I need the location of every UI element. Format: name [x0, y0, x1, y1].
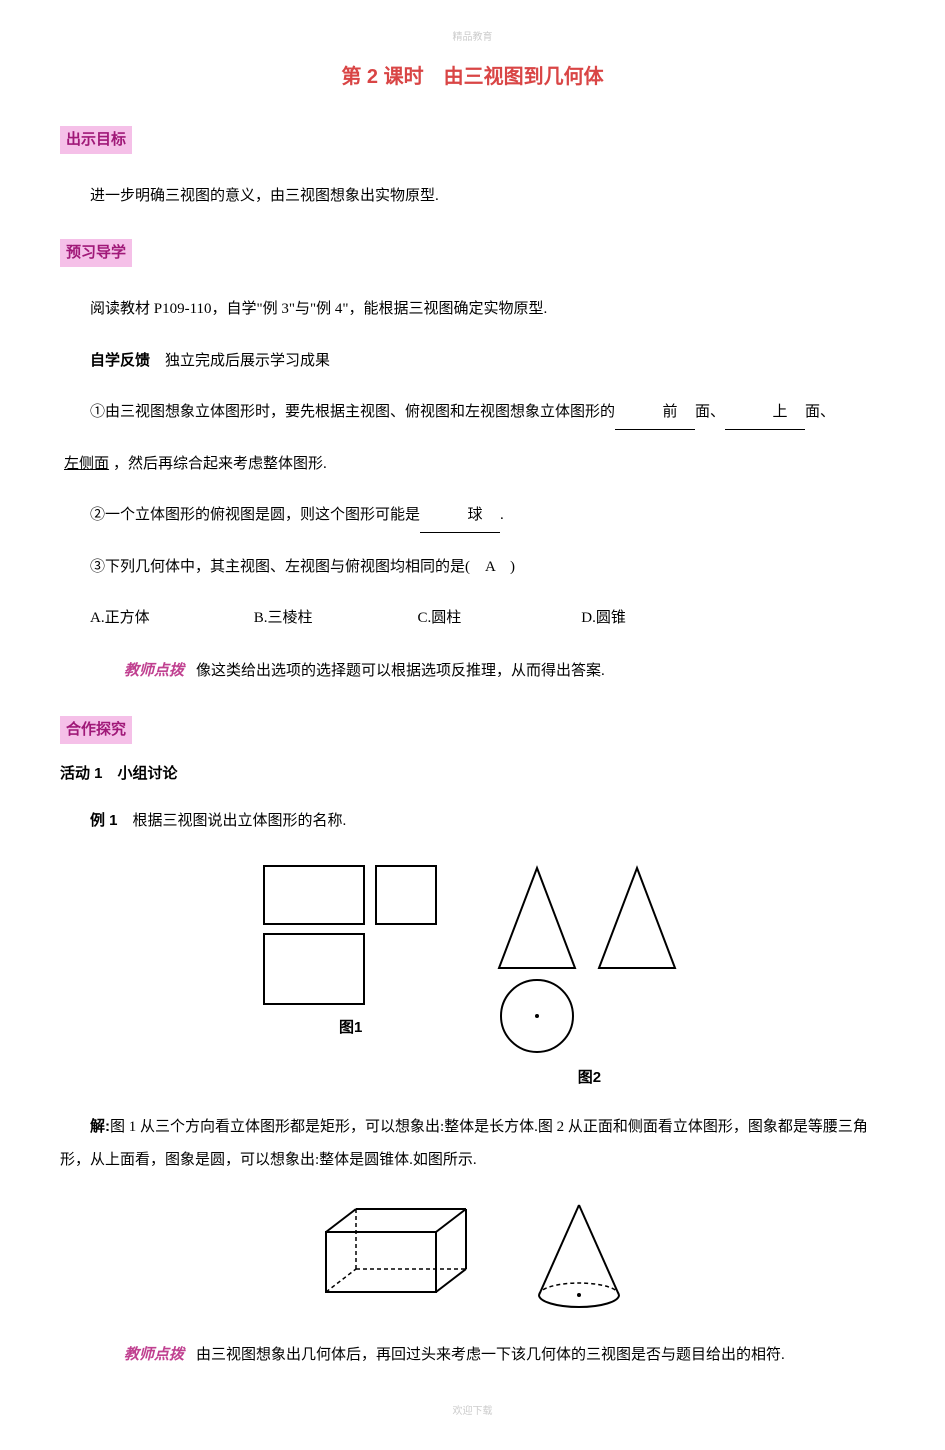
- tip-tag-1: 教师点拨: [90, 653, 188, 690]
- question-1: ①由三视图想象立体图形时，要先根据主视图、俯视图和左视图想象立体图形的前面、上面…: [60, 396, 885, 430]
- section-preview-tag: 预习导学: [60, 231, 885, 275]
- option-c: C.圆柱: [418, 602, 578, 635]
- fig2-svg: [489, 858, 689, 1058]
- fig2-caption: 图2: [489, 1066, 689, 1090]
- figure-row-1: 图1 图2: [60, 858, 885, 1090]
- fig1-svg: [256, 858, 446, 1008]
- option-b: B.三棱柱: [254, 602, 414, 635]
- page-title: 第 2 课时 由三视图到几何体: [60, 61, 885, 93]
- fig1-caption: 图1: [256, 1016, 446, 1040]
- figure-row-2: [60, 1197, 885, 1317]
- option-d: D.圆锥: [581, 602, 741, 635]
- solid-cuboid: [311, 1197, 481, 1307]
- tip-tag-2: 教师点拨: [90, 1337, 188, 1374]
- teacher-tip-1: 教师点拨像这类给出选项的选择题可以根据选项反推理，从而得出答案.: [60, 653, 885, 690]
- preview-text: 阅读教材 P109-110，自学"例 3"与"例 4"，能根据三视图确定实物原型…: [60, 293, 885, 326]
- option-a: A.正方体: [90, 602, 250, 635]
- q1-blank-3: 左侧面: [60, 456, 113, 472]
- cone-svg: [524, 1197, 634, 1317]
- q2-blank: 球: [420, 499, 500, 533]
- solution-label: 解:: [90, 1118, 110, 1135]
- feedback-text: 独立完成后展示学习成果: [150, 353, 330, 369]
- cuboid-svg: [311, 1197, 481, 1307]
- feedback-line: 自学反馈 独立完成后展示学习成果: [60, 344, 885, 378]
- solution-text: 解:图 1 从三个方向看立体图形都是矩形，可以想象出:整体是长方体.图 2 从正…: [60, 1110, 885, 1177]
- goal-text: 进一步明确三视图的意义，由三视图想象出实物原型.: [60, 180, 885, 213]
- question-1-cont: 左侧面，然后再综合起来考虑整体图形.: [60, 448, 885, 481]
- solid-cone: [524, 1197, 634, 1317]
- teacher-tip-2: 教师点拨由三视图想象出几何体后，再回过头来考虑一下该几何体的三视图是否与题目给出…: [60, 1337, 885, 1374]
- example-1-label: 例 1: [90, 812, 118, 829]
- watermark-top: 精品教育: [60, 30, 885, 46]
- q3-options: A.正方体 B.三棱柱 C.圆柱 D.圆锥: [90, 602, 885, 635]
- section-goal-tag: 出示目标: [60, 118, 885, 162]
- q1-blank-1: 前: [615, 396, 695, 430]
- example-1: 例 1 根据三视图说出立体图形的名称.: [60, 804, 885, 838]
- question-2: ②一个立体图形的俯视图是圆，则这个图形可能是球.: [60, 499, 885, 533]
- activity-1: 活动 1 小组讨论: [60, 762, 885, 786]
- footer: 欢迎下载: [60, 1404, 885, 1420]
- figure-1: 图1: [256, 858, 446, 1040]
- question-3: ③下列几何体中，其主视图、左视图与俯视图均相同的是( A ): [60, 551, 885, 584]
- q1-blank-2: 上: [725, 396, 805, 430]
- feedback-label: 自学反馈: [90, 352, 150, 369]
- figure-2: 图2: [489, 858, 689, 1090]
- section-explore-tag: 合作探究: [60, 708, 885, 752]
